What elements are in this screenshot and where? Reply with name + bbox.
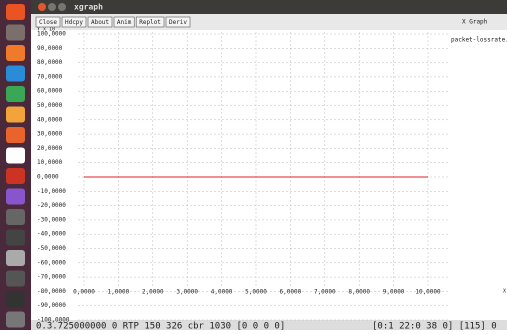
- y-tick-label: -10,0000: [37, 188, 66, 195]
- y-tick-label: 0,0000: [37, 174, 59, 181]
- x-tick-label: 7,0000: [314, 289, 336, 296]
- launcher-icon: [6, 65, 25, 82]
- maximize-button[interactable]: [58, 3, 66, 11]
- x-tick-label: 6,0000: [280, 289, 302, 296]
- y-tick-label: 100,0000: [37, 31, 66, 38]
- x-tick-label: 0,0000: [73, 289, 95, 296]
- launcher-icon: [6, 106, 25, 123]
- toolbar-button[interactable]: [113, 16, 135, 28]
- legend-entry: packet-lossrate.tr: [451, 37, 507, 44]
- x-tick-label: 10,0000: [415, 289, 441, 296]
- window-title: xgraph: [74, 3, 103, 12]
- graph-title: X Graph: [462, 19, 488, 26]
- x-tick-label: 3,0000: [176, 289, 198, 296]
- launcher-icon: [6, 311, 25, 328]
- launcher-icon: [6, 24, 25, 41]
- y-tick-label: 80,0000: [37, 59, 63, 66]
- launcher-icon: [6, 147, 25, 164]
- y-tick-label: 70,0000: [37, 73, 63, 80]
- toolbar-button[interactable]: [135, 16, 165, 28]
- status-left: 0.3.725000000 0 RTP 150 326 cbr 1030 [0 …: [36, 322, 285, 331]
- y-tick-label: 90,0000: [37, 45, 63, 52]
- toolbar-button-label[interactable]: Close: [39, 19, 57, 26]
- launcher-icon: [6, 270, 25, 287]
- toolbar-button[interactable]: [165, 16, 191, 28]
- y-tick-label: -90,0000: [37, 302, 66, 309]
- x-axis-label: X: [503, 289, 506, 295]
- x-tick-label: 5,0000: [245, 289, 267, 296]
- launcher-icon: [6, 86, 25, 102]
- y-tick-label: -60,0000: [37, 259, 66, 266]
- y-tick-label: -80,0000: [37, 288, 66, 295]
- launcher-icon: [6, 45, 25, 61]
- y-tick-label: -30,0000: [37, 216, 66, 223]
- y-tick-label: 50,0000: [37, 102, 63, 109]
- y-tick-label: -100,0000: [37, 317, 70, 324]
- launcher-icon: [6, 209, 25, 225]
- launcher-icon: [6, 168, 25, 184]
- toolbar-button-label[interactable]: Replot: [139, 19, 161, 26]
- x-tick-label: 1,0000: [108, 289, 130, 296]
- x-tick-label: 8,0000: [348, 289, 370, 296]
- x-tick-label: 4,0000: [211, 289, 233, 296]
- minimize-button[interactable]: [48, 3, 56, 11]
- y-tick-label: -50,0000: [37, 245, 66, 252]
- plot-background: [31, 30, 507, 320]
- toolbar-button[interactable]: [61, 16, 87, 28]
- y-tick-label: 20,0000: [37, 145, 63, 152]
- y-axis-label: Y x 10: [37, 27, 55, 33]
- launcher-icon: [6, 229, 25, 246]
- status-bar: [31, 320, 507, 330]
- y-tick-label: 30,0000: [37, 131, 63, 138]
- status-right: [0:1 22:0 38 0] [115] 0: [372, 322, 497, 331]
- y-tick-label: -70,0000: [37, 274, 66, 281]
- toolbar-button-label[interactable]: About: [91, 19, 109, 26]
- launcher-icons: [6, 4, 25, 328]
- y-tick-label: 10,0000: [37, 159, 63, 166]
- y-tick-label: -40,0000: [37, 231, 66, 238]
- launcher-icon: [6, 127, 25, 143]
- toolbar-button-label[interactable]: Deriv: [169, 19, 187, 26]
- launcher-icon: [6, 188, 25, 205]
- toolbar-button-label[interactable]: Anim: [117, 19, 132, 26]
- x-tick-label: 9,0000: [383, 289, 405, 296]
- toolbar-button-label[interactable]: Hdcpy: [65, 19, 83, 26]
- toolbar-button[interactable]: [35, 16, 61, 28]
- y-tick-label: -20,0000: [37, 202, 66, 209]
- toolbar-button[interactable]: [87, 16, 113, 28]
- x-tick-label: 2,0000: [142, 289, 164, 296]
- title-bar: [0, 0, 507, 14]
- y-tick-label: 60,0000: [37, 88, 63, 95]
- launcher-icon: [6, 250, 25, 266]
- launcher-icon: [6, 4, 25, 20]
- y-tick-label: 40,0000: [37, 116, 63, 123]
- close-button[interactable]: [38, 3, 46, 11]
- launcher-icon: [6, 291, 25, 307]
